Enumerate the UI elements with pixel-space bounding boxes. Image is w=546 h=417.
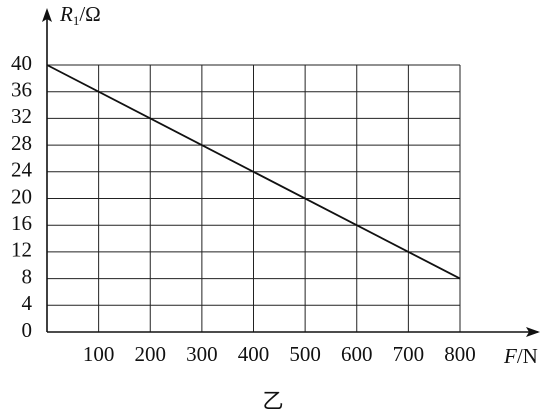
y-tick-label: 36 bbox=[11, 78, 32, 102]
x-tick-label: 300 bbox=[186, 342, 218, 366]
x-tick-label: 700 bbox=[393, 342, 425, 366]
x-tick-label: 200 bbox=[135, 342, 167, 366]
y-tick-label: 32 bbox=[11, 104, 32, 128]
y-label-unit: /Ω bbox=[79, 2, 100, 26]
x-axis-arrow bbox=[526, 327, 540, 337]
y-tick-label: 8 bbox=[22, 264, 33, 288]
y-tick-label: 40 bbox=[11, 51, 32, 75]
y-axis-label: R1/Ω bbox=[59, 2, 101, 28]
y-label-symbol: R bbox=[59, 2, 73, 26]
y-tick-label: 28 bbox=[11, 131, 32, 155]
x-tick-label: 800 bbox=[444, 342, 476, 366]
x-tick-label: 500 bbox=[289, 342, 321, 366]
caption: 乙 bbox=[263, 389, 284, 413]
y-tick-label: 24 bbox=[11, 158, 33, 182]
y-tick-label: 16 bbox=[11, 211, 32, 235]
y-tick-label: 4 bbox=[22, 291, 33, 315]
x-tick-label: 400 bbox=[238, 342, 270, 366]
y-tick-label: 12 bbox=[11, 238, 32, 262]
x-label-symbol: F bbox=[503, 344, 517, 368]
data-line bbox=[46, 64, 461, 280]
y-tick-label: 20 bbox=[11, 184, 32, 208]
y-axis-arrow bbox=[42, 8, 52, 22]
x-tick-label: 100 bbox=[83, 342, 115, 366]
x-tick-label: 600 bbox=[341, 342, 373, 366]
y-tick-label: 0 bbox=[22, 318, 33, 342]
y-label-subscript: 1 bbox=[73, 13, 80, 28]
x-axis-label: F/N bbox=[503, 344, 538, 368]
x-label-unit: /N bbox=[517, 344, 538, 368]
